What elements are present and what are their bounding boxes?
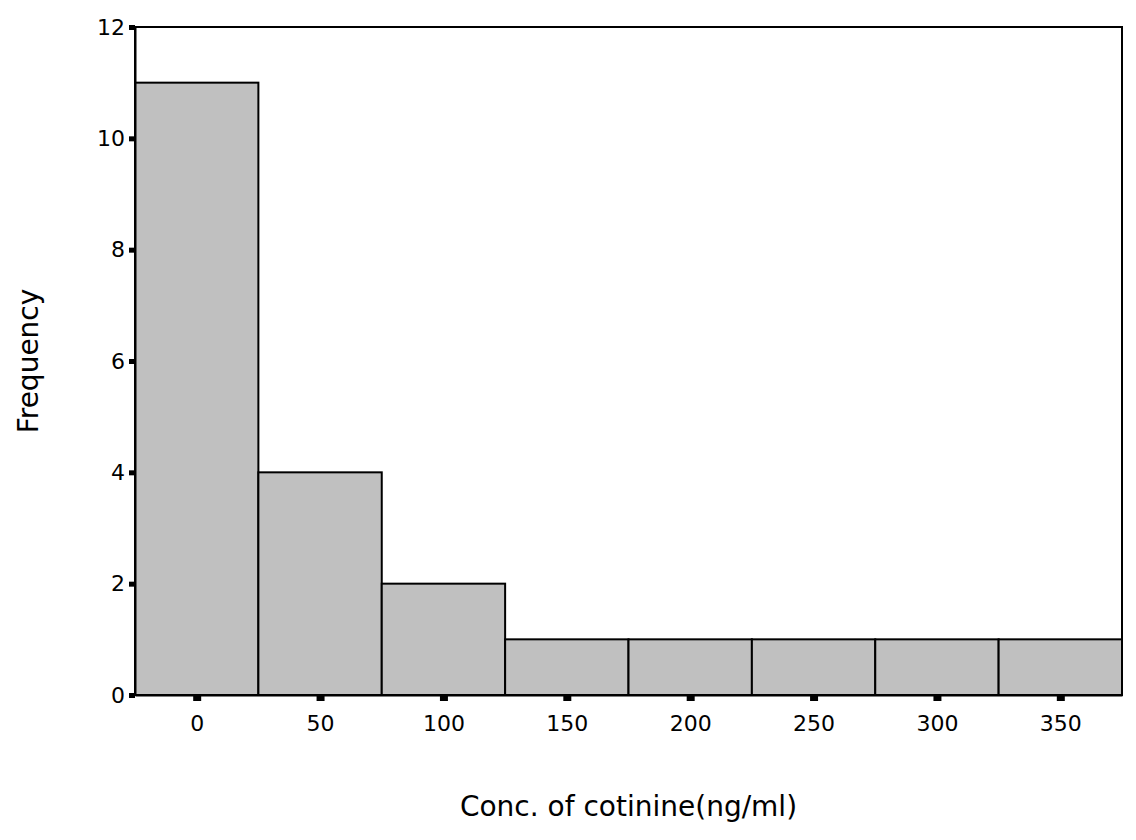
x-tick-label: 50 — [307, 711, 335, 736]
y-tick-mark — [129, 136, 135, 141]
bar — [135, 83, 258, 695]
bar — [629, 639, 752, 695]
bar — [382, 584, 505, 695]
y-tick-label: 0 — [111, 683, 125, 708]
y-tick-mark — [129, 25, 135, 30]
x-tick-mark — [687, 695, 695, 701]
x-tick: 350 — [1040, 695, 1082, 736]
y-tick: 0 — [111, 683, 135, 708]
x-tick-label: 200 — [670, 711, 712, 736]
x-tick-mark — [317, 695, 325, 701]
y-tick-label: 4 — [111, 460, 125, 485]
y-tick-mark — [129, 470, 135, 475]
y-tick: 4 — [111, 460, 135, 485]
x-tick-mark — [810, 695, 818, 701]
x-tick: 300 — [916, 695, 958, 736]
x-tick-label: 250 — [793, 711, 835, 736]
x-tick-label: 150 — [546, 711, 588, 736]
bars — [135, 83, 1122, 695]
x-tick-mark — [193, 695, 201, 701]
x-tick-mark — [440, 695, 448, 701]
x-tick-label: 100 — [423, 711, 465, 736]
x-tick-mark — [933, 695, 941, 701]
y-tick: 10 — [97, 126, 135, 151]
y-tick-mark — [129, 582, 135, 587]
y-tick-label: 10 — [97, 126, 125, 151]
y-axis-title: Frequency — [12, 289, 45, 434]
y-tick: 8 — [111, 237, 135, 262]
bar — [752, 639, 875, 695]
x-tick-label: 0 — [190, 711, 204, 736]
plot-frame — [135, 27, 1122, 695]
y-tick-mark — [129, 693, 135, 698]
bar — [505, 639, 628, 695]
bar — [875, 639, 998, 695]
chart: 0 2 4 6 8 10 12 0 50 100 150 200 250 300 350 Conc. of c… — [0, 0, 1136, 840]
y-tick-label: 12 — [97, 15, 125, 40]
bar — [258, 472, 381, 695]
x-tick: 0 — [190, 695, 204, 736]
y-tick: 12 — [97, 15, 135, 40]
x-axis-line — [136, 695, 1123, 697]
x-tick: 50 — [307, 695, 335, 736]
y-tick-label: 6 — [111, 349, 125, 374]
x-axis: 0 50 100 150 200 250 300 350 — [136, 695, 1123, 736]
y-tick: 2 — [111, 571, 135, 596]
y-tick-mark — [129, 359, 135, 364]
x-tick-label: 300 — [916, 711, 958, 736]
plot: 0 2 4 6 8 10 12 0 50 100 150 200 250 300 350 — [97, 15, 1123, 736]
x-axis-title: Conc. of cotinine(ng/ml) — [460, 790, 797, 823]
bar — [999, 639, 1122, 695]
y-axis: 0 2 4 6 8 10 12 — [97, 15, 136, 708]
x-tick: 100 — [423, 695, 465, 736]
y-tick-label: 2 — [111, 571, 125, 596]
x-tick-mark — [1057, 695, 1065, 701]
x-tick: 200 — [670, 695, 712, 736]
y-tick: 6 — [111, 349, 135, 374]
x-tick: 250 — [793, 695, 835, 736]
x-tick-mark — [563, 695, 571, 701]
y-tick-label: 8 — [111, 237, 125, 262]
x-tick: 150 — [546, 695, 588, 736]
y-tick-mark — [129, 248, 135, 253]
x-tick-label: 350 — [1040, 711, 1082, 736]
